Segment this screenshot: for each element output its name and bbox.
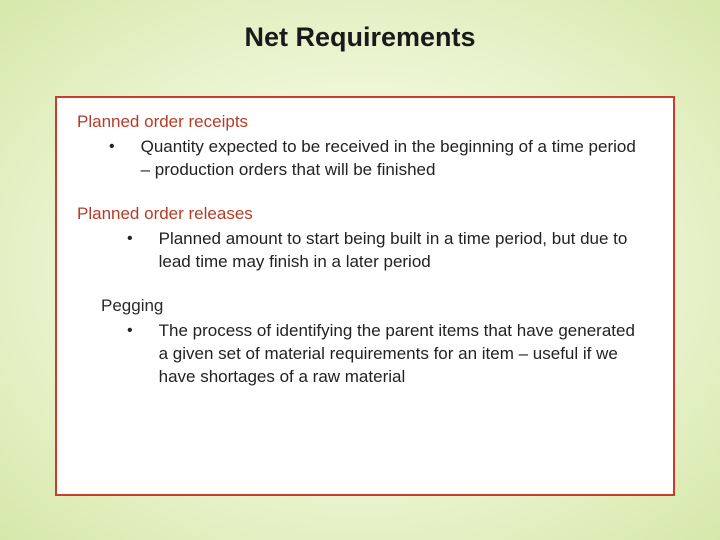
bullet-text: Planned amount to start being built in a… bbox=[159, 228, 649, 274]
bullet-text: The process of identifying the parent it… bbox=[159, 320, 649, 389]
bullet-icon: • bbox=[109, 136, 115, 158]
section-pegging: Pegging • The process of identifying the… bbox=[75, 296, 649, 389]
bullet-row: • The process of identifying the parent … bbox=[75, 320, 649, 389]
bullet-row: • Planned amount to start being built in… bbox=[75, 228, 649, 274]
section-heading: Planned order receipts bbox=[75, 112, 649, 132]
section-planned-order-releases: Planned order releases • Planned amount … bbox=[75, 204, 649, 274]
bullet-icon: • bbox=[127, 320, 133, 342]
section-heading: Pegging bbox=[75, 296, 649, 316]
bullet-text: Quantity expected to be received in the … bbox=[141, 136, 649, 182]
bullet-row: • Quantity expected to be received in th… bbox=[75, 136, 649, 182]
section-heading: Planned order releases bbox=[75, 204, 649, 224]
section-planned-order-receipts: Planned order receipts • Quantity expect… bbox=[75, 112, 649, 182]
bullet-icon: • bbox=[127, 228, 133, 250]
page-title: Net Requirements bbox=[0, 0, 720, 71]
content-box: Planned order receipts • Quantity expect… bbox=[55, 96, 675, 496]
